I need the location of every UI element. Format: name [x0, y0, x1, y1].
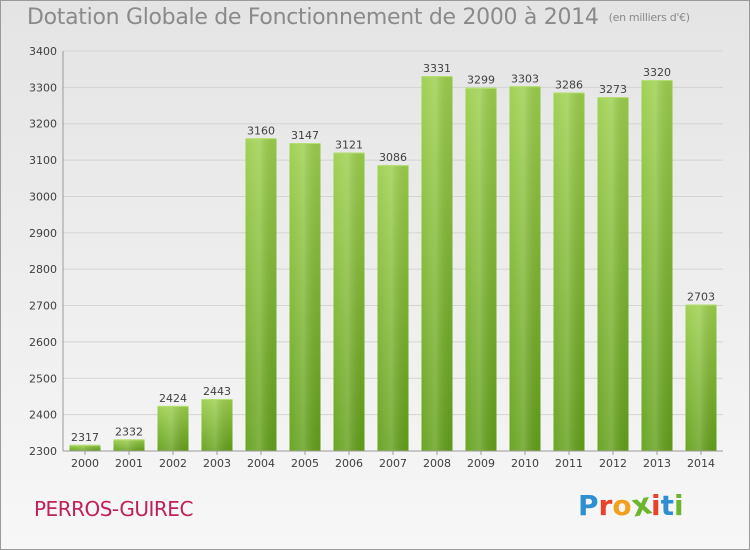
- data-label-2012: 3273: [599, 83, 627, 96]
- bar-shine-2009: [465, 87, 497, 452]
- x-tick-label-2003: 2003: [203, 457, 231, 470]
- bar-shine-2007: [377, 165, 409, 451]
- data-label-2006: 3121: [335, 138, 363, 151]
- data-label-2005: 3147: [291, 129, 319, 142]
- x-tick-label-2000: 2000: [71, 457, 99, 470]
- data-label-2009: 3299: [467, 74, 495, 87]
- x-tick-label-2011: 2011: [555, 457, 583, 470]
- y-tick-label: 2500: [29, 372, 57, 385]
- x-tick-label-2012: 2012: [599, 457, 627, 470]
- y-tick-label: 3300: [29, 81, 57, 94]
- bar-shine-2005: [289, 143, 321, 451]
- bar-shine-2010: [509, 86, 541, 451]
- data-label-2010: 3303: [511, 72, 539, 85]
- x-tick-label-2009: 2009: [467, 457, 495, 470]
- data-label-2003: 2443: [203, 385, 231, 398]
- y-tick-label: 2800: [29, 263, 57, 276]
- proxiti-logo: Proxiti: [578, 486, 684, 524]
- y-axis: 2300 2400 2500 2600 2700 2800 2900 3000 3100 3200…: [29, 45, 723, 458]
- data-label-2007: 3086: [379, 151, 407, 164]
- y-tick-label: 2900: [29, 227, 57, 240]
- logo-letter: i: [650, 489, 661, 522]
- logo-letter: t: [660, 489, 674, 522]
- y-tick-label: 3100: [29, 154, 57, 167]
- bar-shine-2013: [641, 80, 673, 451]
- x-tick-label-2005: 2005: [291, 457, 319, 470]
- bar-shine-2011: [553, 92, 585, 452]
- bar-shine-2004: [245, 138, 277, 452]
- bars: [69, 76, 717, 452]
- y-tick-label: 2700: [29, 300, 57, 313]
- x-tick-label-2013: 2013: [643, 457, 671, 470]
- logo-letter: P: [578, 489, 599, 522]
- data-label-2014: 2703: [687, 290, 715, 303]
- chart-subtitle: (en milliers d'€): [608, 11, 690, 24]
- bar-shine-2001: [113, 439, 145, 451]
- data-label-2013: 3320: [643, 66, 671, 79]
- bar-shine-2003: [201, 399, 233, 451]
- x-tick-label-2014: 2014: [687, 457, 715, 470]
- logo-letter: i: [673, 489, 684, 522]
- x-tick-label-2004: 2004: [247, 457, 275, 470]
- x-tick-label-2001: 2001: [115, 457, 143, 470]
- y-tick-label: 3200: [29, 118, 57, 131]
- x-tick-label-2007: 2007: [379, 457, 407, 470]
- y-tick-label: 3400: [29, 45, 57, 58]
- bar-shine-2012: [597, 97, 629, 451]
- logo-letter: r: [598, 489, 613, 522]
- bar-shine-2008: [421, 76, 453, 451]
- x-tick-label-2008: 2008: [423, 457, 451, 470]
- commune-name: PERROS-GUIREC: [34, 497, 193, 521]
- chart-title-text: Dotation Globale de Fonctionnement de 20…: [27, 5, 599, 30]
- bar-shine-2002: [157, 405, 189, 451]
- x-tick-label-2010: 2010: [511, 457, 539, 470]
- bar-shine-2000: [69, 444, 101, 451]
- logo-letter: o: [612, 489, 632, 522]
- data-label-2008: 3331: [423, 62, 451, 75]
- data-label-2001: 2332: [115, 425, 143, 438]
- data-labels: 2317 2332 2424 2443 3160 3147 3121 3086 3331 3299…: [71, 62, 715, 444]
- data-label-2002: 2424: [159, 392, 187, 405]
- x-axis: 2000 2001 2002 2003 2004 2005 2006 2007 2008 2009…: [71, 451, 715, 470]
- chart-title: Dotation Globale de Fonctionnement de 20…: [27, 5, 690, 30]
- x-tick-label-2002: 2002: [159, 457, 187, 470]
- bar-shine-2014: [685, 304, 717, 451]
- data-label-2011: 3286: [555, 78, 583, 91]
- y-tick-label: 2400: [29, 409, 57, 422]
- y-tick-label: 2600: [29, 336, 57, 349]
- data-label-2000: 2317: [71, 431, 99, 444]
- x-tick-label-2006: 2006: [335, 457, 363, 470]
- data-label-2004: 3160: [247, 124, 275, 137]
- y-tick-label: 2300: [29, 445, 57, 458]
- y-tick-label: 3000: [29, 190, 57, 203]
- bar-shine-2006: [333, 152, 365, 452]
